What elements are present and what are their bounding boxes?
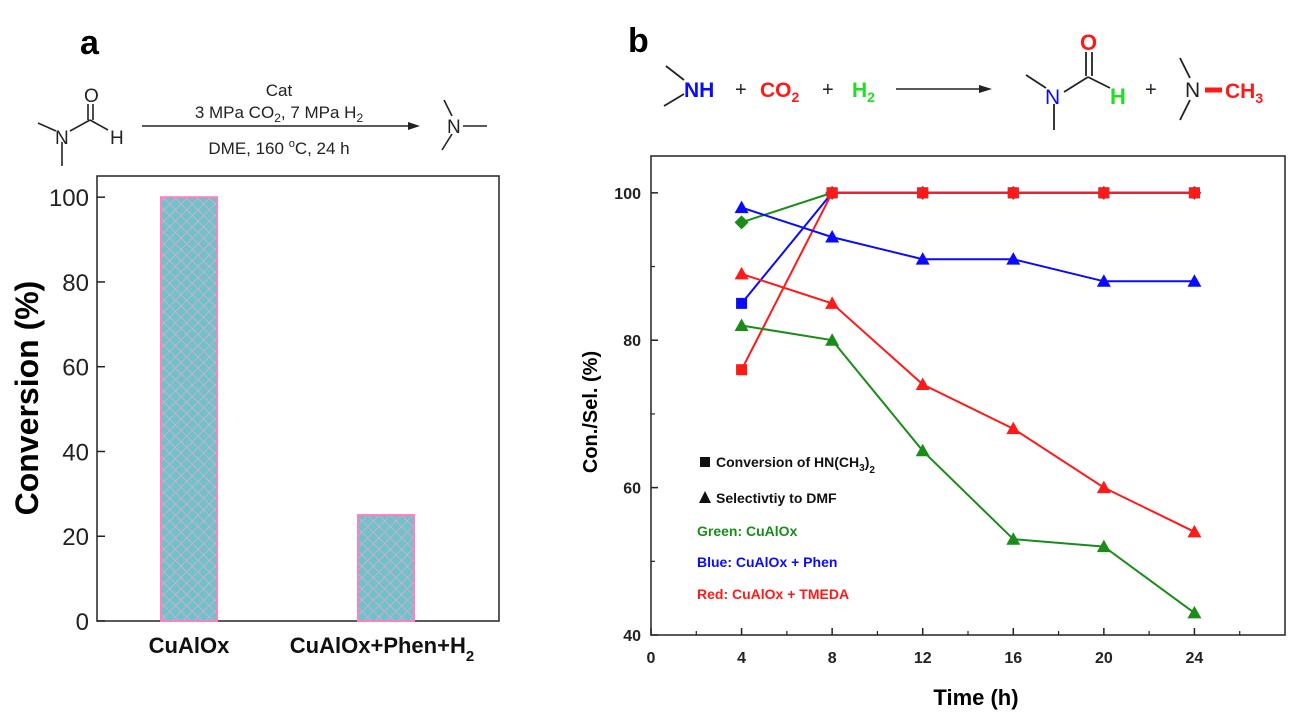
series-marker-diamond (734, 215, 749, 230)
series-marker-triangle (734, 318, 749, 331)
dmf-atom-o: O (1080, 30, 1097, 55)
series-marker-square (826, 187, 838, 199)
amine-structure (663, 65, 685, 107)
series-marker-triangle (825, 333, 840, 346)
reactant-structure (37, 104, 109, 166)
catalyst-label: Cat (266, 81, 293, 100)
series-marker-triangle (825, 230, 840, 243)
line-y-tick-label: 60 (623, 481, 641, 498)
series-marker-triangle (1096, 480, 1111, 494)
line-x-tick-label: 8 (828, 650, 837, 667)
bar-y-tick-label: 100 (49, 185, 89, 212)
legend-green: Green: CuAlOx (697, 523, 798, 539)
bar-y-axis-label: Conversion (%) (9, 281, 45, 516)
series-marker-triangle (1096, 274, 1111, 287)
series-marker-triangle (1187, 524, 1202, 538)
tma-structure (1179, 57, 1191, 121)
series-line (740, 191, 1195, 371)
line-x-tick-label: 12 (914, 650, 932, 667)
series-marker-square (1098, 187, 1110, 199)
series-marker-triangle (915, 377, 930, 390)
plus-1: + (735, 79, 747, 101)
series-marker-triangle (734, 266, 749, 280)
bar (160, 196, 218, 622)
series-marker-square (1007, 187, 1019, 199)
dmf-atom-n: N (1045, 86, 1060, 109)
reactant-atom-o: O (84, 86, 99, 107)
bar-chart: 0 20 40 60 80 100 CuAlOx CuAlOx+Phen+H2 Conver… (9, 175, 500, 665)
tma-atom-n: N (1185, 79, 1200, 102)
series-line (740, 191, 1195, 305)
legend-conversion: Conversion of HN(CH3)2 (716, 454, 875, 476)
line-y-tick-label: 40 (623, 628, 641, 645)
reactant-atom-h: H (110, 128, 124, 149)
line-x-tick-label: 4 (737, 650, 746, 667)
bar-chart-frame (96, 175, 500, 622)
dmf-structure (1025, 52, 1111, 130)
series-line (741, 324, 1195, 614)
series-marker-square (917, 187, 929, 199)
series-marker-triangle (825, 296, 840, 309)
bar-y-tick-label: 80 (62, 270, 89, 297)
legend-triangle-marker (699, 491, 711, 503)
product-atom-n: N (447, 117, 461, 138)
panel-a-label: a (80, 24, 100, 62)
series-marker-square (736, 364, 748, 376)
series-marker-triangle (1187, 605, 1202, 619)
pressure-label: 3 MPa CO2, 7 MPa H2 (195, 103, 364, 125)
bar-y-tick-label: 0 (76, 609, 89, 636)
tma-ch3: CH3 (1225, 80, 1263, 106)
legend-blue: Blue: CuAlOx + Phen (697, 554, 837, 570)
line-y-axis-label: Con./Sel. (%) (580, 351, 602, 473)
co2-reagent: CO2 (760, 79, 800, 105)
panel-b-label: b (628, 22, 649, 60)
line-x-tick-label: 20 (1095, 650, 1113, 667)
legend-selectivity: Selectivtiy to DMF (716, 490, 837, 506)
bar (357, 514, 415, 622)
product-structure (441, 99, 487, 151)
series-marker-triangle (734, 200, 749, 214)
line-x-axis-label: Time (h) (933, 685, 1018, 710)
series-marker-triangle (1187, 274, 1202, 287)
series-marker-triangle (915, 443, 930, 457)
bar-category-label: CuAlOx+Phen+H2 (290, 633, 474, 665)
series-marker-square (736, 297, 748, 309)
series-marker-triangle (1006, 252, 1021, 265)
reactant-atom-n: N (55, 128, 69, 149)
line-x-tick-label: 0 (647, 650, 656, 667)
series-marker-triangle (1006, 421, 1021, 435)
bar-category-label: CuAlOx (149, 633, 230, 658)
series-marker-triangle (1006, 532, 1021, 545)
series-marker-triangle (1096, 539, 1111, 553)
legend-red: Red: CuAlOx + TMEDA (697, 586, 849, 602)
bar-y-tick-label: 60 (62, 355, 89, 382)
series-line (741, 191, 1195, 224)
line-x-tick-label: 24 (1186, 650, 1204, 667)
series-line (741, 272, 1195, 533)
line-y-tick-label: 80 (623, 333, 641, 350)
bar-y-tick-label: 20 (62, 524, 89, 551)
line-y-tick-label: 100 (614, 186, 641, 203)
series-marker-triangle (915, 252, 930, 265)
legend-square-marker (700, 457, 710, 467)
line-x-tick-label: 16 (1004, 650, 1022, 667)
plus-2: + (822, 79, 834, 101)
bar-y-tick-label: 40 (62, 439, 89, 466)
series-line (741, 206, 1195, 283)
line-chart: 40 60 80 100 0 4 8 12 16 20 24 Time (h) Con./Sel.… (580, 155, 1286, 710)
line-chart-legend: Conversion of HN(CH3)2 Selectivtiy to DM… (697, 454, 875, 602)
h2-reagent: H2 (852, 79, 875, 105)
plus-3: + (1145, 79, 1157, 101)
conditions-label: DME, 160 oC, 24 h (208, 138, 349, 158)
dmf-atom-h: H (1110, 84, 1126, 109)
amine-nh: NH (684, 79, 714, 102)
series-marker-square (1188, 187, 1200, 199)
